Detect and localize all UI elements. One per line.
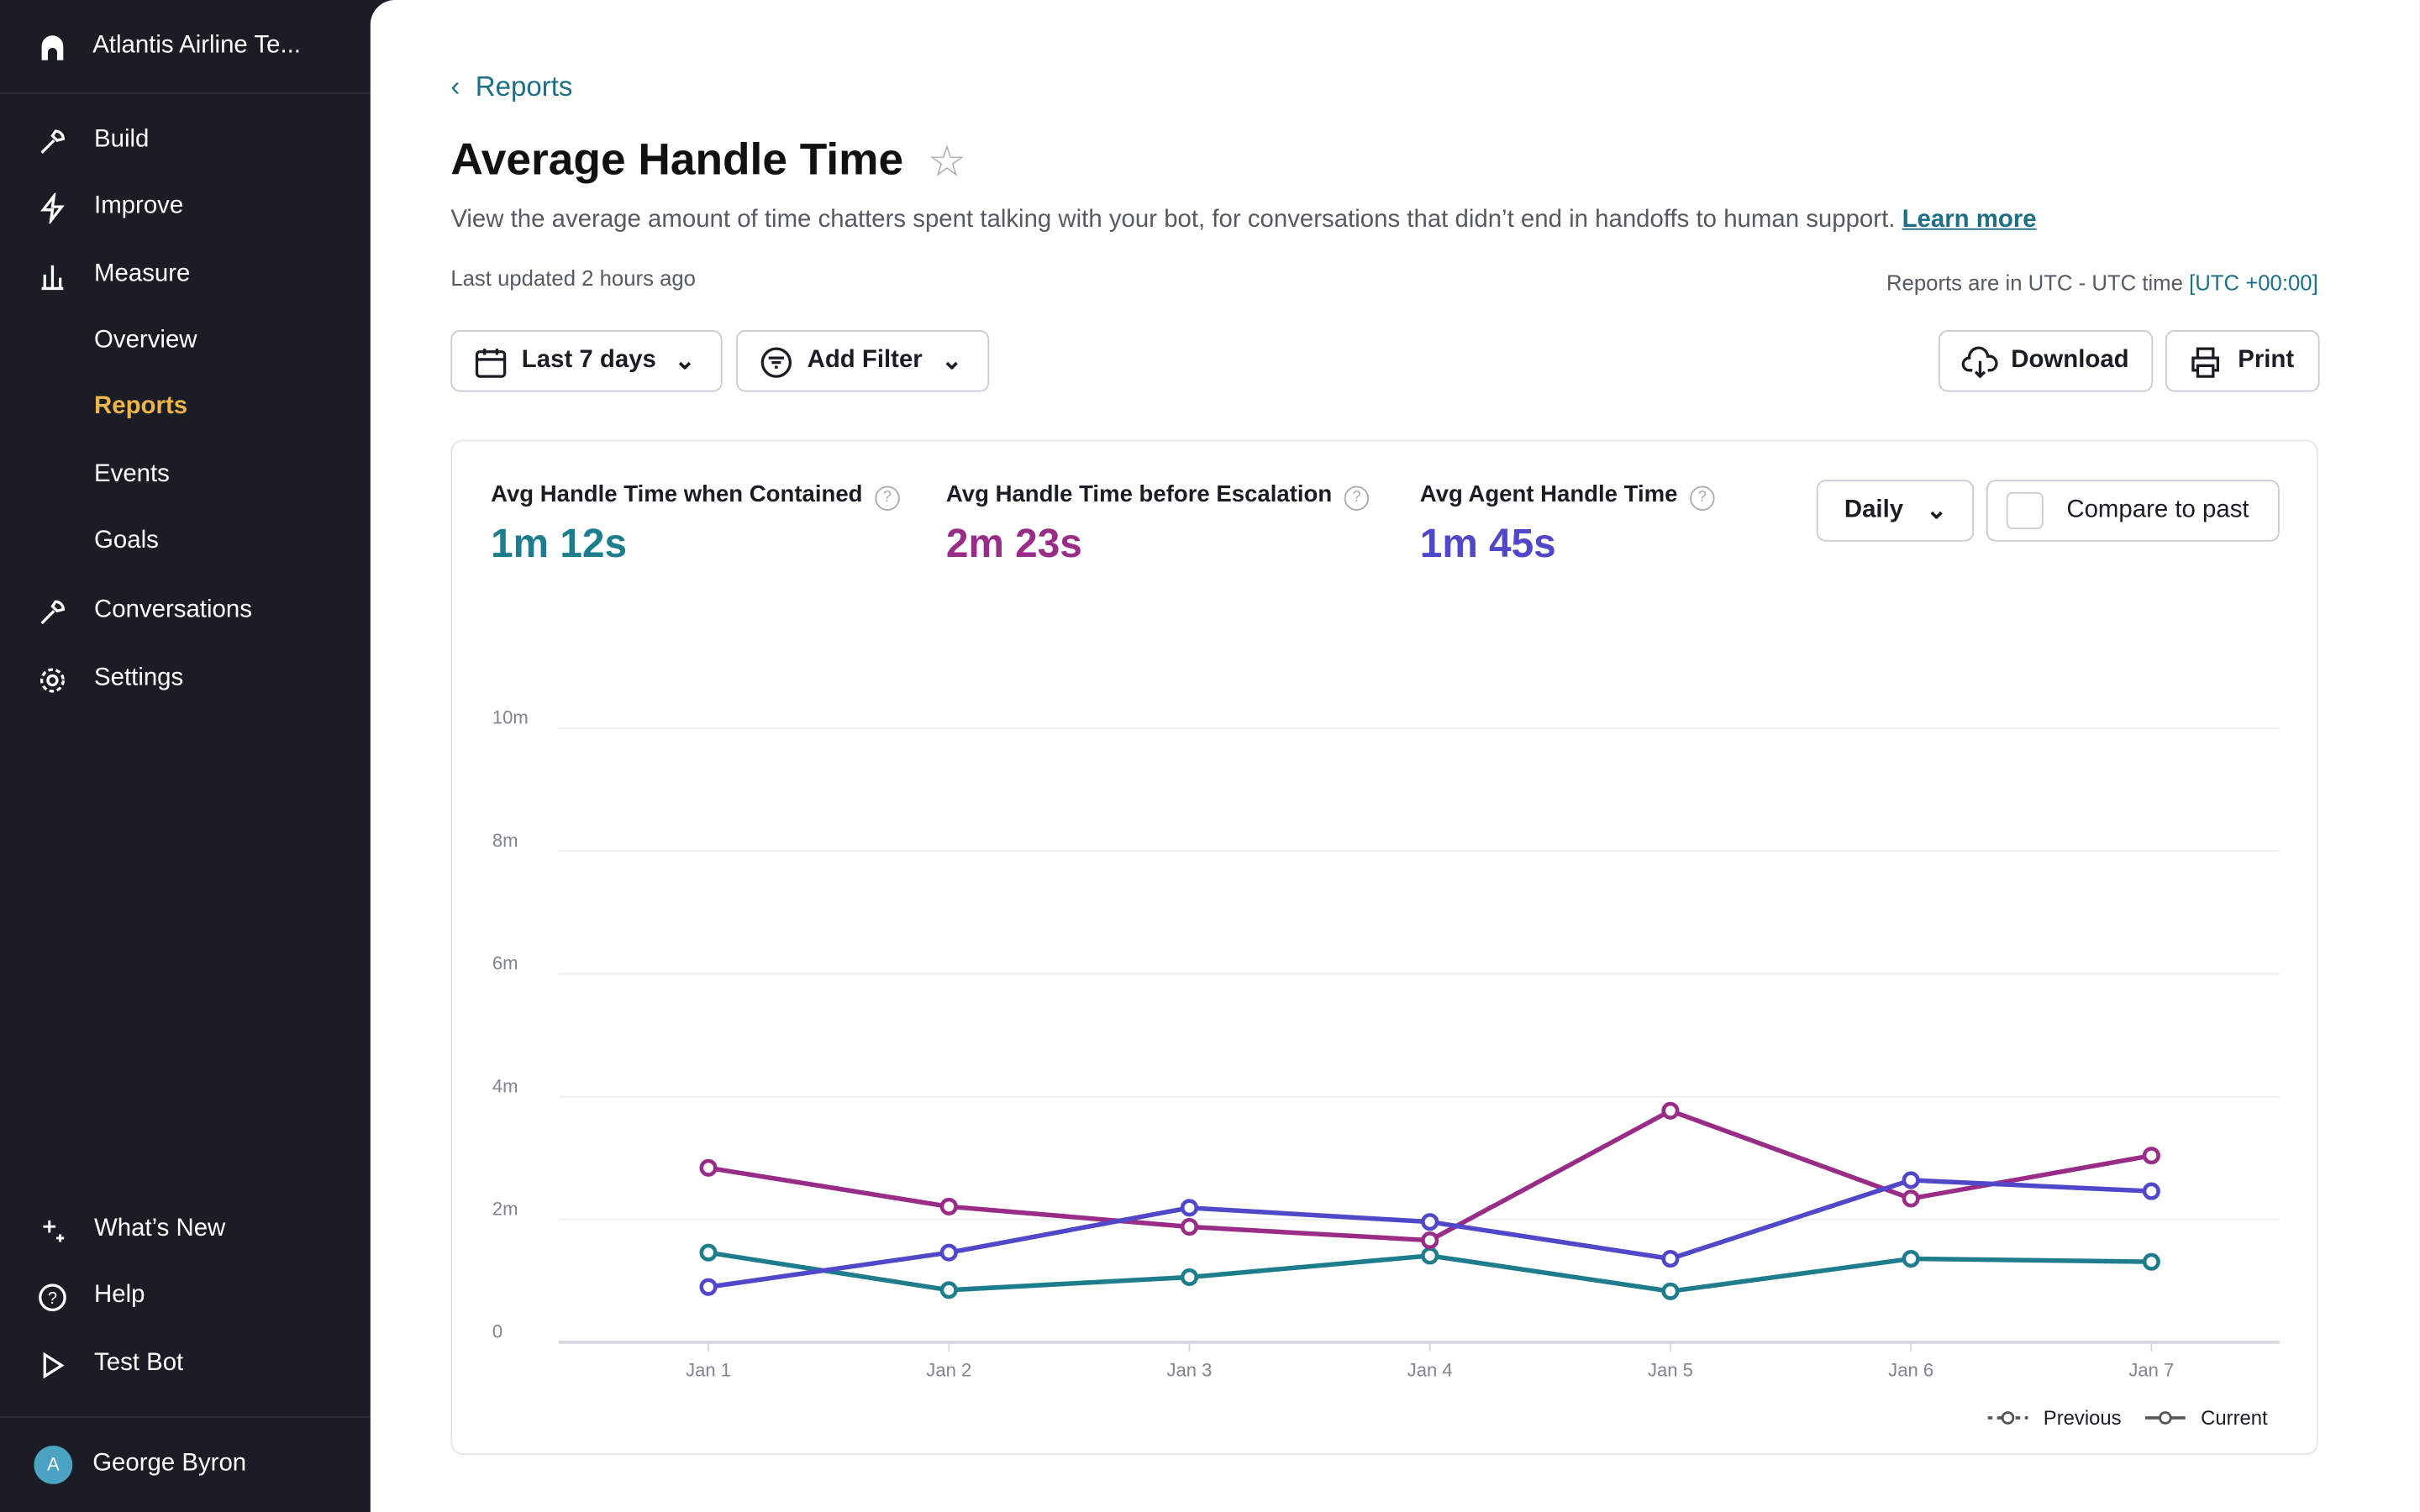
avatar: A [34, 1446, 72, 1484]
sub-nav-item[interactable]: Goals [94, 528, 159, 555]
description: View the average amount of time chatters… [450, 207, 2036, 234]
legend-marker [2002, 1412, 2013, 1423]
x-tick-label: Jan 4 [1407, 1360, 1453, 1381]
last-updated: Last updated 2 hours ago [450, 265, 696, 290]
back-link[interactable]: ‹ Reports [450, 71, 572, 103]
page-title: Average Handle Time [450, 136, 903, 187]
legend-item: Previous [1988, 1407, 2122, 1430]
timezone: Reports are in UTC - UTC time [UTC +00:0… [1886, 270, 2318, 294]
x-tick-label: Jan 6 [1888, 1360, 1933, 1381]
data-point [2144, 1148, 2159, 1163]
y-tick-label: 8m [492, 830, 518, 851]
sub-nav-item-active[interactable]: Reports [94, 393, 187, 421]
x-tick-label: Jan 2 [926, 1360, 971, 1381]
nav-item[interactable]: Conversations [94, 597, 252, 625]
data-point [2144, 1255, 2159, 1269]
icon [1961, 345, 1998, 379]
learn-more[interactable]: Learn more [1902, 207, 2037, 233]
download-button[interactable]: Download [1939, 330, 2153, 391]
timezone-link[interactable]: [UTC +00:00] [2189, 270, 2318, 294]
icon [37, 1350, 68, 1381]
data-point [1664, 1252, 1678, 1266]
icon [760, 345, 793, 379]
nav-item[interactable]: Test Bot [94, 1350, 183, 1378]
workspace[interactable]: Atlantis Airline Te... [92, 33, 301, 60]
y-tick-label: 10m [492, 707, 529, 728]
button-label[interactable]: Download [2011, 347, 2128, 375]
icon [2188, 345, 2222, 379]
data-point [1423, 1233, 1437, 1247]
x-tick-label: Jan 1 [686, 1360, 731, 1381]
svg-text:?: ? [48, 1289, 57, 1308]
back-text[interactable]: Reports [476, 71, 573, 102]
icon: ? [37, 1282, 68, 1313]
nav-item[interactable]: Measure [94, 260, 190, 288]
nav-item[interactable]: Help [94, 1282, 145, 1310]
data-point [1904, 1252, 1918, 1266]
icon [37, 597, 68, 628]
y-tick-label: 0 [492, 1321, 502, 1342]
data-point [942, 1200, 956, 1214]
button-label[interactable]: Add Filter [808, 347, 923, 375]
timezone-text: Reports are in UTC - UTC time [1886, 270, 2183, 294]
x-tick-label: Jan 5 [1648, 1360, 1693, 1381]
nav-item[interactable]: Build [94, 127, 149, 155]
button-label[interactable]: Print [2238, 347, 2294, 375]
data-point [1182, 1201, 1197, 1215]
data-point [1904, 1192, 1918, 1206]
x-tick-label: Jan 7 [2128, 1360, 2174, 1381]
data-point [702, 1246, 716, 1260]
icon [37, 127, 68, 158]
icon [37, 665, 68, 696]
y-tick-label: 4m [492, 1075, 518, 1096]
icon [37, 260, 68, 291]
data-point [1664, 1104, 1678, 1118]
data-point [1182, 1220, 1197, 1234]
user-name[interactable]: George Byron [92, 1450, 246, 1478]
description-text: View the average amount of time chatters… [450, 207, 1895, 233]
logo [37, 33, 68, 64]
button-label[interactable]: Last 7 days [522, 347, 656, 375]
chart: 0 2m 4m 6m 8m 10m Jan 1 Jan 2 Jan 3 Jan 4 Jan 5 Jan… [452, 441, 2319, 1457]
legend-item: Current [2145, 1407, 2268, 1430]
data-point [1664, 1284, 1678, 1299]
favorite-star[interactable]: ☆ [928, 136, 966, 187]
data-point [702, 1161, 716, 1175]
x-tick-label: Jan 3 [1167, 1360, 1213, 1381]
nav-item[interactable]: What’s New [94, 1215, 225, 1243]
legend-label: Previous [2044, 1407, 2122, 1430]
sub-nav-item[interactable]: Overview [94, 327, 197, 354]
chart-card: Avg Handle Time when Contained?1m 12sAvg… [450, 439, 2317, 1455]
data-point [942, 1246, 956, 1260]
nav-item[interactable]: Settings [94, 665, 183, 693]
icon [474, 345, 508, 379]
legend-label: Current [2201, 1407, 2268, 1430]
data-point [1423, 1249, 1437, 1263]
data-point [702, 1280, 716, 1294]
data-point [1423, 1215, 1437, 1229]
print-button[interactable]: Print [2165, 330, 2320, 391]
data-point [942, 1284, 956, 1298]
date-range-button[interactable]: Last 7 days⌄ [450, 330, 722, 391]
icon [37, 1215, 68, 1247]
icon [37, 193, 68, 224]
sub-nav-item[interactable]: Events [94, 461, 170, 489]
y-tick-label: 6m [492, 953, 518, 974]
legend-marker [2160, 1412, 2170, 1423]
y-tick-label: 2m [492, 1199, 518, 1220]
data-point [2144, 1184, 2159, 1199]
nav-item[interactable]: Improve [94, 193, 183, 221]
filter-button[interactable]: Add Filter⌄ [736, 330, 989, 391]
data-point [1904, 1173, 1918, 1188]
data-point [1182, 1270, 1197, 1284]
sidebar: Atlantis Airline Te... Build Improve Mea… [0, 0, 371, 1512]
